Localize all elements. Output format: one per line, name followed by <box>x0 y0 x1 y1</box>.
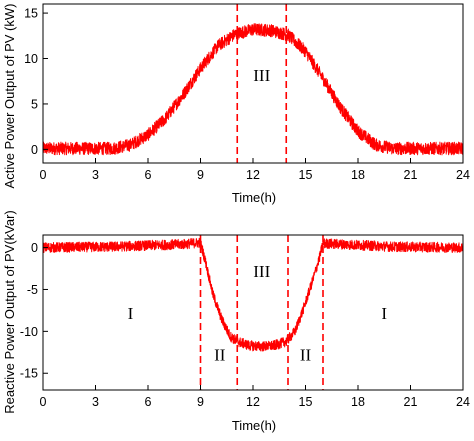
x-axis-label: Time(h) <box>232 418 276 433</box>
y-tick-label: -15 <box>20 367 38 381</box>
x-tick-label: 21 <box>404 395 418 409</box>
active-power-chart: Active Power Output of PV (kW) Time(h) 0… <box>2 3 470 205</box>
x-tick-label: 6 <box>145 395 152 409</box>
y-tick-label: -5 <box>27 283 38 297</box>
x-tick-label: 9 <box>197 168 204 182</box>
x-tick-label: 18 <box>351 395 365 409</box>
x-tick-label: 0 <box>40 395 47 409</box>
x-tick-label: 18 <box>351 168 365 182</box>
x-tick-label: 3 <box>92 168 99 182</box>
region-label: I <box>128 304 134 323</box>
region-label: I <box>381 304 387 323</box>
x-tick-label: 3 <box>92 395 99 409</box>
plot-frame <box>42 234 464 391</box>
x-tick-label: 24 <box>456 395 470 409</box>
x-axis-label: Time(h) <box>232 190 276 205</box>
x-tick-label: 15 <box>299 168 313 182</box>
y-axis-label: Reactive Power Output of PV(kVar) <box>2 210 17 414</box>
series-line <box>42 23 464 156</box>
x-tick-label: 24 <box>456 168 470 182</box>
x-tick-label: 9 <box>197 395 204 409</box>
y-tick-label: 5 <box>31 97 38 111</box>
series-line <box>42 237 464 352</box>
x-tick-label: 0 <box>40 168 47 182</box>
x-tick-label: 6 <box>145 168 152 182</box>
y-axis-label: Active Power Output of PV (kW) <box>2 4 17 189</box>
region-label: III <box>253 66 270 85</box>
x-tick-label: 21 <box>404 168 418 182</box>
x-tick-label: 15 <box>299 395 313 409</box>
y-tick-label: 0 <box>31 143 38 157</box>
y-tick-label: -10 <box>20 325 38 339</box>
x-tick-label: 12 <box>246 395 260 409</box>
x-tick-label: 12 <box>246 168 260 182</box>
reactive-power-chart: Reactive Power Output of PV(kVar) Time(h… <box>2 210 470 433</box>
region-label: III <box>253 262 270 281</box>
region-label: II <box>214 346 226 365</box>
region-label: II <box>300 346 312 365</box>
y-tick-label: 15 <box>24 7 38 21</box>
y-tick-label: 10 <box>24 52 38 66</box>
y-tick-label: 0 <box>31 241 38 255</box>
